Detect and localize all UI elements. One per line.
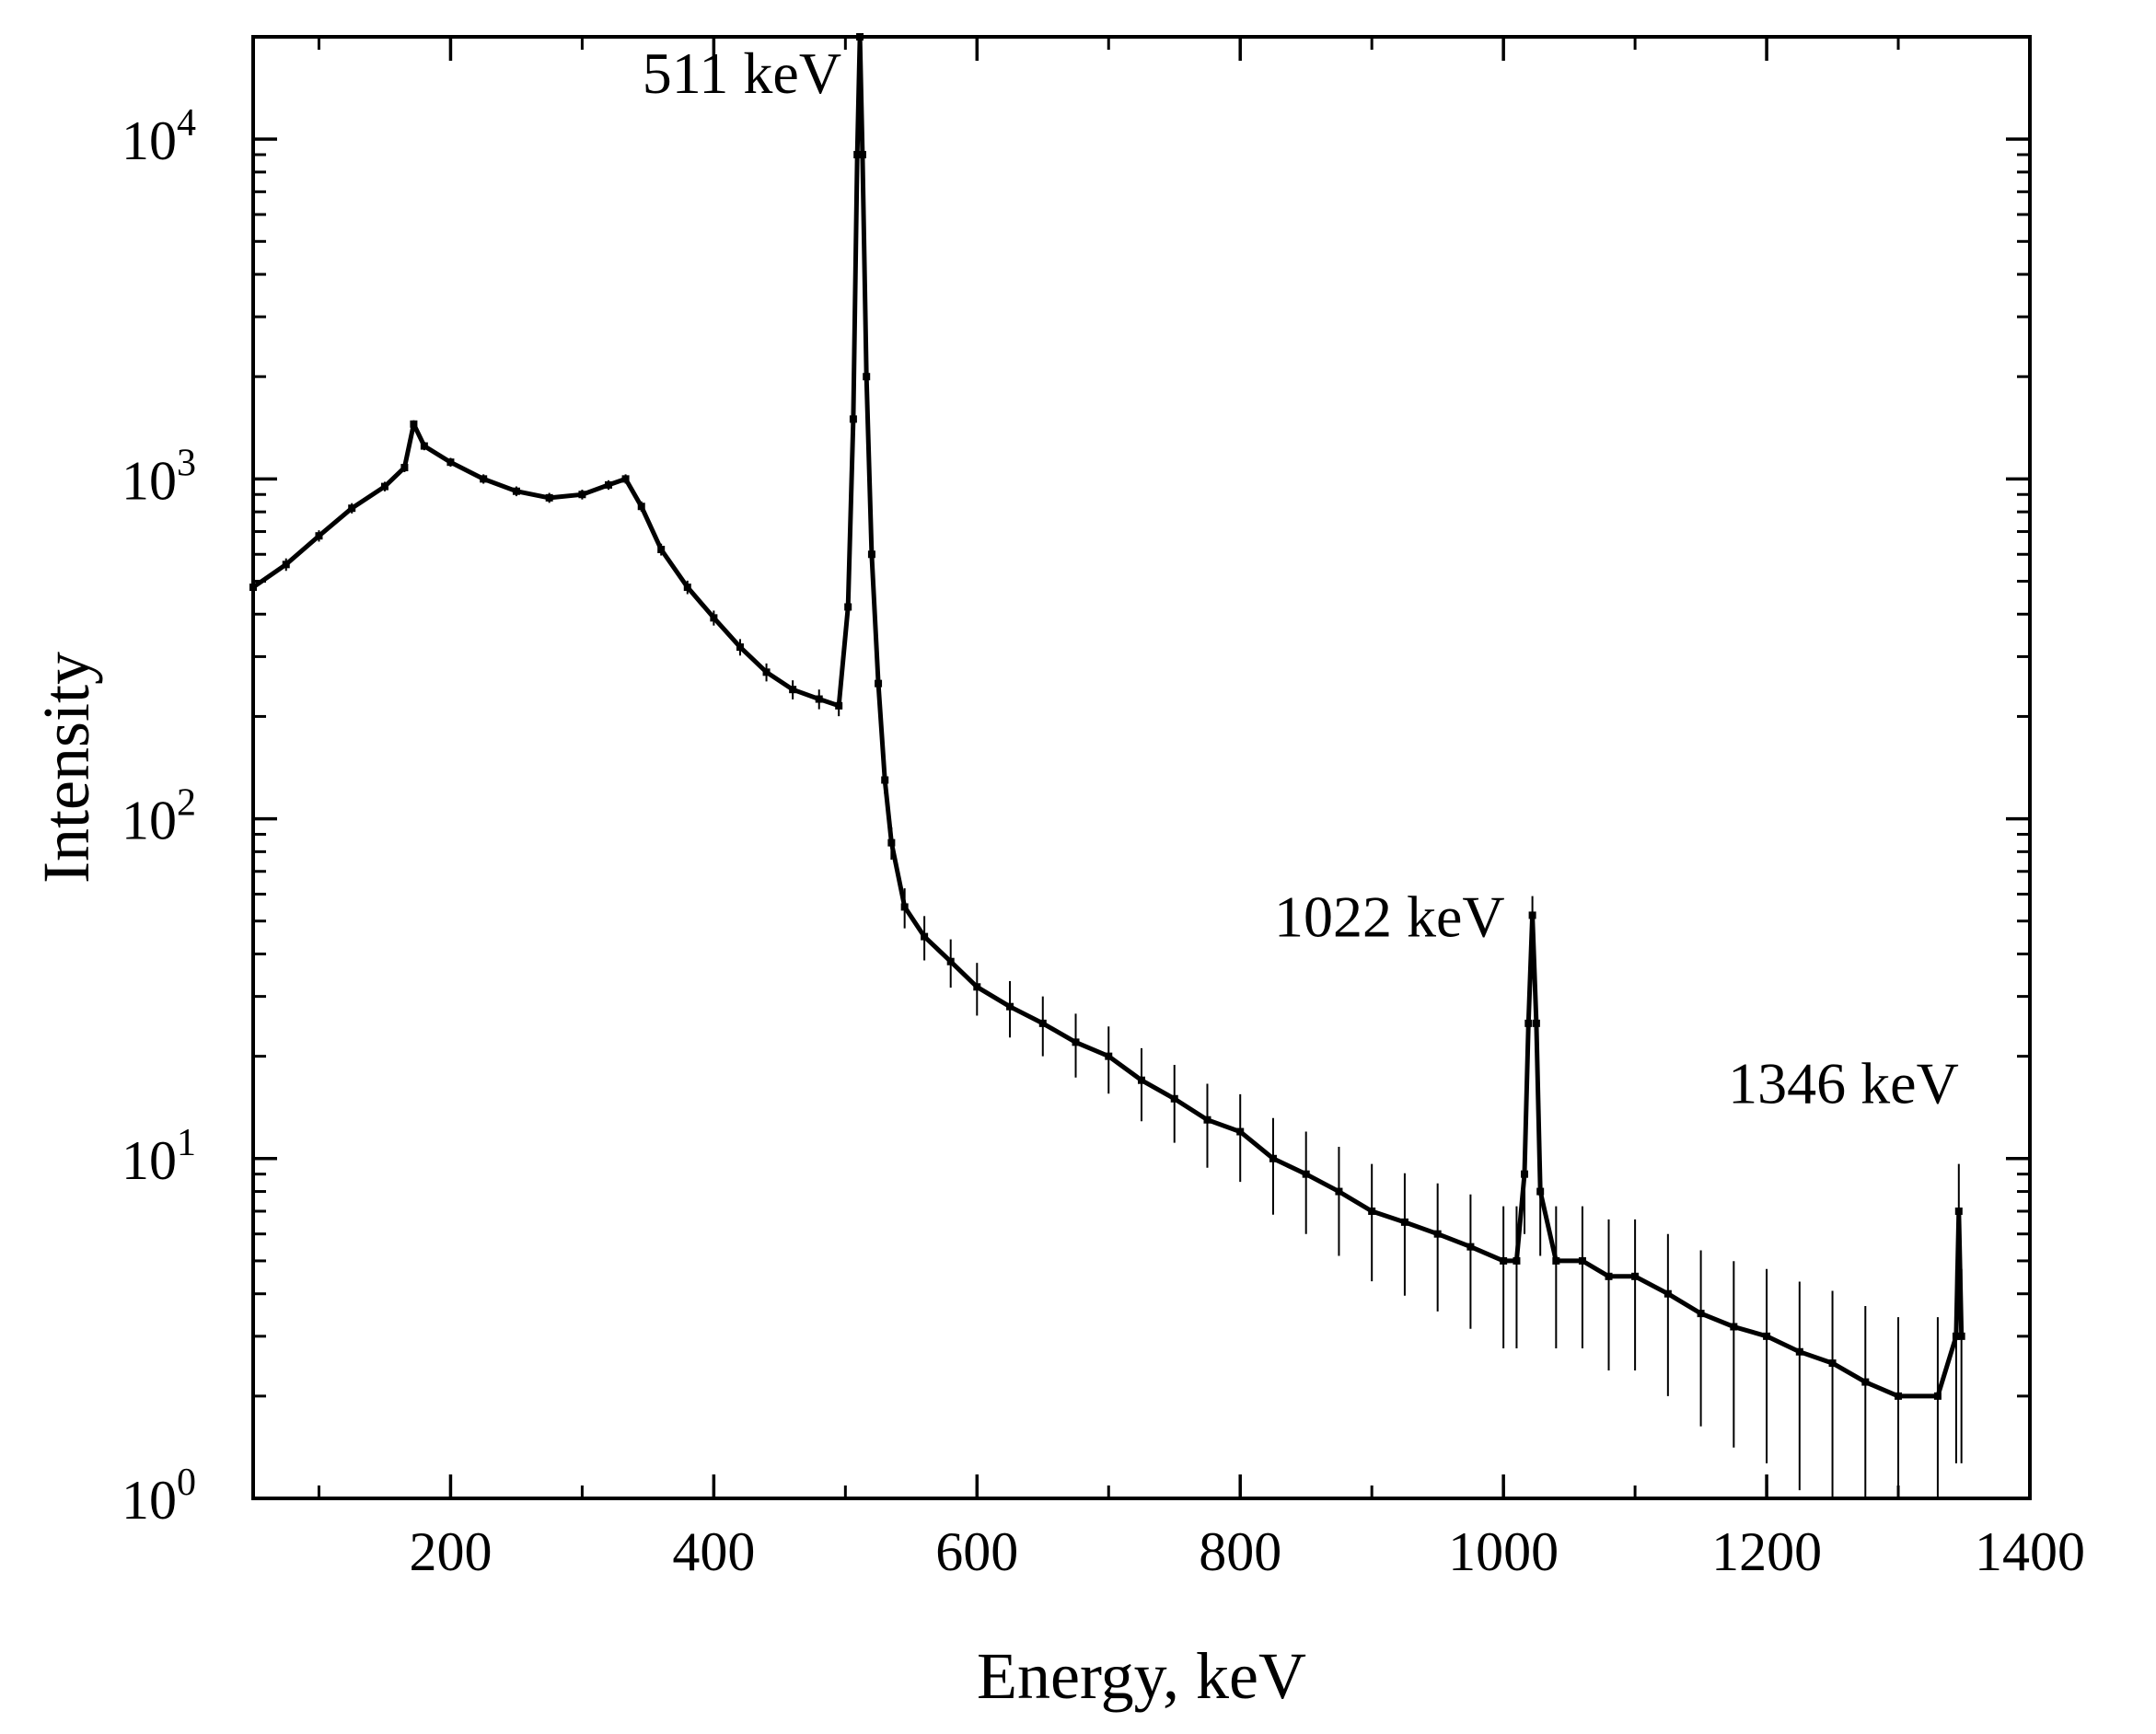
data-point [637, 503, 645, 511]
data-point [1954, 1207, 1963, 1215]
data-point [1697, 1310, 1705, 1318]
data-point [1861, 1378, 1870, 1386]
data-point [1895, 1392, 1903, 1400]
series-line [251, 34, 1965, 1399]
data-point [1933, 1392, 1942, 1400]
data-point [1536, 1187, 1545, 1196]
data-point [1524, 1019, 1533, 1027]
data-point [849, 415, 857, 423]
series-layer [249, 33, 1965, 1498]
peak-annotation: 511 keV [643, 40, 841, 106]
x-tick-label: 800 [1199, 1521, 1281, 1582]
data-point [1513, 1256, 1521, 1265]
data-point [863, 373, 871, 381]
data-point [1138, 1076, 1145, 1084]
data-point [1269, 1154, 1277, 1162]
data-point [973, 983, 981, 991]
data-point [881, 776, 889, 784]
y-tick-label: 101 [122, 1122, 196, 1191]
data-point [1400, 1218, 1408, 1226]
y-tick-label: 104 [122, 102, 196, 171]
data-point [853, 151, 862, 159]
x-tick-label: 600 [935, 1521, 1018, 1582]
data-point [1335, 1187, 1343, 1196]
data-point [875, 679, 883, 688]
data-point [380, 482, 388, 491]
data-point [1500, 1256, 1508, 1265]
data-point [1038, 1019, 1047, 1027]
data-point [480, 475, 488, 483]
data-point [789, 686, 797, 694]
plot-frame [251, 35, 2032, 1500]
data-point [315, 532, 323, 540]
data-point [1532, 1019, 1540, 1027]
data-point [410, 420, 418, 428]
data-point [1631, 1272, 1640, 1280]
data-point [1006, 1002, 1014, 1011]
data-point [1828, 1359, 1837, 1368]
data-point [446, 458, 455, 467]
data-point [887, 838, 896, 847]
data-point [420, 442, 428, 450]
data-point [900, 903, 909, 911]
data-point [736, 643, 744, 652]
data-point [348, 504, 356, 513]
data-point [683, 584, 691, 592]
data-point [1236, 1127, 1245, 1136]
x-axis-label: Energy, keV [977, 1639, 1306, 1713]
x-tick-label: 1000 [1448, 1521, 1559, 1582]
data-point [605, 480, 612, 489]
data-point [1433, 1230, 1442, 1238]
data-point [1795, 1347, 1803, 1356]
data-point [400, 464, 409, 472]
data-point [1072, 1038, 1080, 1046]
label-layer: Energy, keV Intensity [29, 652, 1306, 1713]
data-point [762, 668, 771, 676]
data-point [1578, 1256, 1586, 1265]
data-point [946, 957, 955, 965]
data-point [858, 151, 866, 159]
data-point [921, 932, 929, 941]
peak-annotation: 1022 keV [1274, 884, 1505, 950]
data-point [1302, 1170, 1310, 1178]
data-point [578, 491, 586, 499]
data-point [1605, 1272, 1613, 1280]
data-point [545, 493, 553, 502]
data-point [1763, 1332, 1771, 1340]
x-tick-label: 1200 [1711, 1521, 1822, 1582]
data-point [1552, 1256, 1560, 1265]
tick-layer: 200 400 600 800 1000 1200 1400 100 101 102 103 104 [122, 35, 2085, 1582]
data-point [657, 546, 666, 554]
data-point [1528, 911, 1536, 919]
annotation-layer: 511 keV 1022 keV 1346 keV [643, 40, 1959, 1116]
data-point [1466, 1243, 1475, 1251]
data-point [1170, 1094, 1178, 1103]
data-point [1521, 1170, 1529, 1178]
data-point [1203, 1116, 1211, 1124]
y-tick-label: 100 [122, 1462, 196, 1531]
data-point [1105, 1052, 1113, 1060]
x-tick-label: 200 [409, 1521, 492, 1582]
data-point [815, 695, 823, 703]
data-point [621, 475, 630, 483]
data-point [1957, 1332, 1965, 1340]
x-tick-label: 400 [672, 1521, 755, 1582]
y-tick-label: 103 [122, 442, 196, 511]
data-point [835, 701, 843, 710]
y-axis-label: Intensity [29, 652, 103, 884]
y-tick-label: 102 [122, 782, 196, 851]
data-point [710, 614, 718, 622]
x-tick-label: 1400 [1975, 1521, 2085, 1582]
data-point [282, 561, 290, 569]
data-point [1368, 1207, 1376, 1215]
data-point [1663, 1289, 1672, 1298]
peak-annotation: 1346 keV [1728, 1051, 1959, 1116]
data-point [844, 603, 852, 611]
data-point [1952, 1332, 1960, 1340]
data-point [512, 487, 520, 495]
data-point [867, 550, 875, 559]
data-point [1730, 1323, 1738, 1331]
